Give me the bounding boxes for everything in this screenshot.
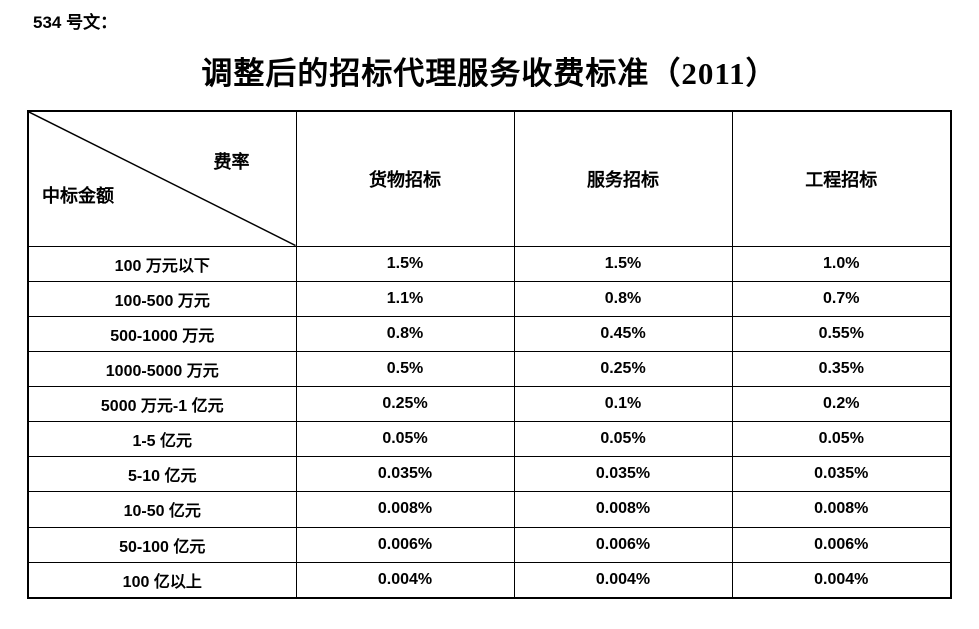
rate-cell: 0.006% <box>513 526 733 563</box>
row-label-bid-amount: 100-500 万元 <box>27 280 297 317</box>
row-label-bid-amount: 50-100 亿元 <box>27 526 297 563</box>
corner-label-bid-amount: 中标金额 <box>42 185 114 206</box>
column-header-goods-bidding: 货物招标 <box>295 110 515 247</box>
column-header-engineering-bidding: 工程招标 <box>731 110 952 247</box>
column-header-service-bidding: 服务招标 <box>513 110 733 247</box>
row-label-bid-amount: 10-50 亿元 <box>27 491 297 528</box>
rate-cell: 0.2% <box>731 385 952 423</box>
rate-cell: 0.035% <box>295 456 515 493</box>
table-row: 5000 万元-1 亿元 0.25% 0.1% 0.2% <box>27 385 952 423</box>
table-row: 1000-5000 万元 0.5% 0.25% 0.35% <box>27 350 952 388</box>
rate-cell: 0.05% <box>295 421 515 458</box>
rate-cell: 0.008% <box>731 491 952 528</box>
rate-cell: 0.05% <box>513 421 733 458</box>
table-row: 1-5 亿元 0.05% 0.05% 0.05% <box>27 421 952 458</box>
table-row: 500-1000 万元 0.8% 0.45% 0.55% <box>27 315 952 352</box>
rate-cell: 1.5% <box>513 245 733 282</box>
row-label-bid-amount: 5-10 亿元 <box>27 456 297 493</box>
corner-label-rate: 费率 <box>213 152 250 172</box>
rate-cell: 0.008% <box>513 491 733 528</box>
fee-table-body: 100 万元以下 1.5% 1.5% 1.0% 100-500 万元 1.1% 0.8% 0.… <box>27 245 952 599</box>
corner-cell: 费率 中标金额 <box>27 110 297 247</box>
table-row: 10-50 亿元 0.008% 0.008% 0.008% <box>27 491 952 528</box>
rate-cell: 0.25% <box>513 350 733 388</box>
table-row: 50-100 亿元 0.006% 0.006% 0.006% <box>27 526 952 563</box>
rate-cell: 0.05% <box>731 421 952 458</box>
rate-cell: 0.8% <box>295 315 515 352</box>
row-label-bid-amount: 1000-5000 万元 <box>27 350 297 388</box>
rate-cell: 0.8% <box>513 280 733 317</box>
rate-cell: 0.004% <box>731 561 952 599</box>
rate-cell: 0.55% <box>731 315 952 352</box>
row-label-bid-amount: 1-5 亿元 <box>27 421 297 458</box>
rate-cell: 0.035% <box>731 456 952 493</box>
rate-cell: 0.004% <box>295 561 515 599</box>
row-label-bid-amount: 100 万元以下 <box>27 245 297 282</box>
rate-cell: 0.035% <box>513 456 733 493</box>
table-row: 100 亿以上 0.004% 0.004% 0.004% <box>27 561 952 599</box>
rate-cell: 1.0% <box>731 245 952 282</box>
rate-cell: 0.1% <box>513 385 733 423</box>
table-row: 5-10 亿元 0.035% 0.035% 0.035% <box>27 456 952 493</box>
rate-cell: 1.1% <box>295 280 515 317</box>
row-label-bid-amount: 5000 万元-1 亿元 <box>27 385 297 423</box>
table-row: 100-500 万元 1.1% 0.8% 0.7% <box>27 280 952 317</box>
rate-cell: 1.5% <box>295 245 515 282</box>
row-label-bid-amount: 100 亿以上 <box>27 561 297 599</box>
rate-cell: 0.7% <box>731 280 952 317</box>
rate-cell: 0.006% <box>295 526 515 563</box>
row-label-bid-amount: 500-1000 万元 <box>27 315 297 352</box>
rate-cell: 0.004% <box>513 561 733 599</box>
fee-table: 费率 中标金额 货物招标 服务招标 工程招标 100 万元以下 1.5% 1.5% 1… <box>27 110 952 599</box>
rate-cell: 0.45% <box>513 315 733 352</box>
header-row: 费率 中标金额 货物招标 服务招标 工程招标 <box>27 110 952 247</box>
rate-cell: 0.25% <box>295 385 515 423</box>
doc-number: 534 号文： <box>33 13 118 32</box>
diagonal-divider-line <box>29 112 296 246</box>
table-row: 100 万元以下 1.5% 1.5% 1.0% <box>27 245 952 282</box>
rate-cell: 0.5% <box>295 350 515 388</box>
page-title: 调整后的招标代理服务收费标准（2011） <box>201 56 778 91</box>
rate-cell: 0.008% <box>295 491 515 528</box>
rate-cell: 0.35% <box>731 350 952 388</box>
rate-cell: 0.006% <box>731 526 952 563</box>
